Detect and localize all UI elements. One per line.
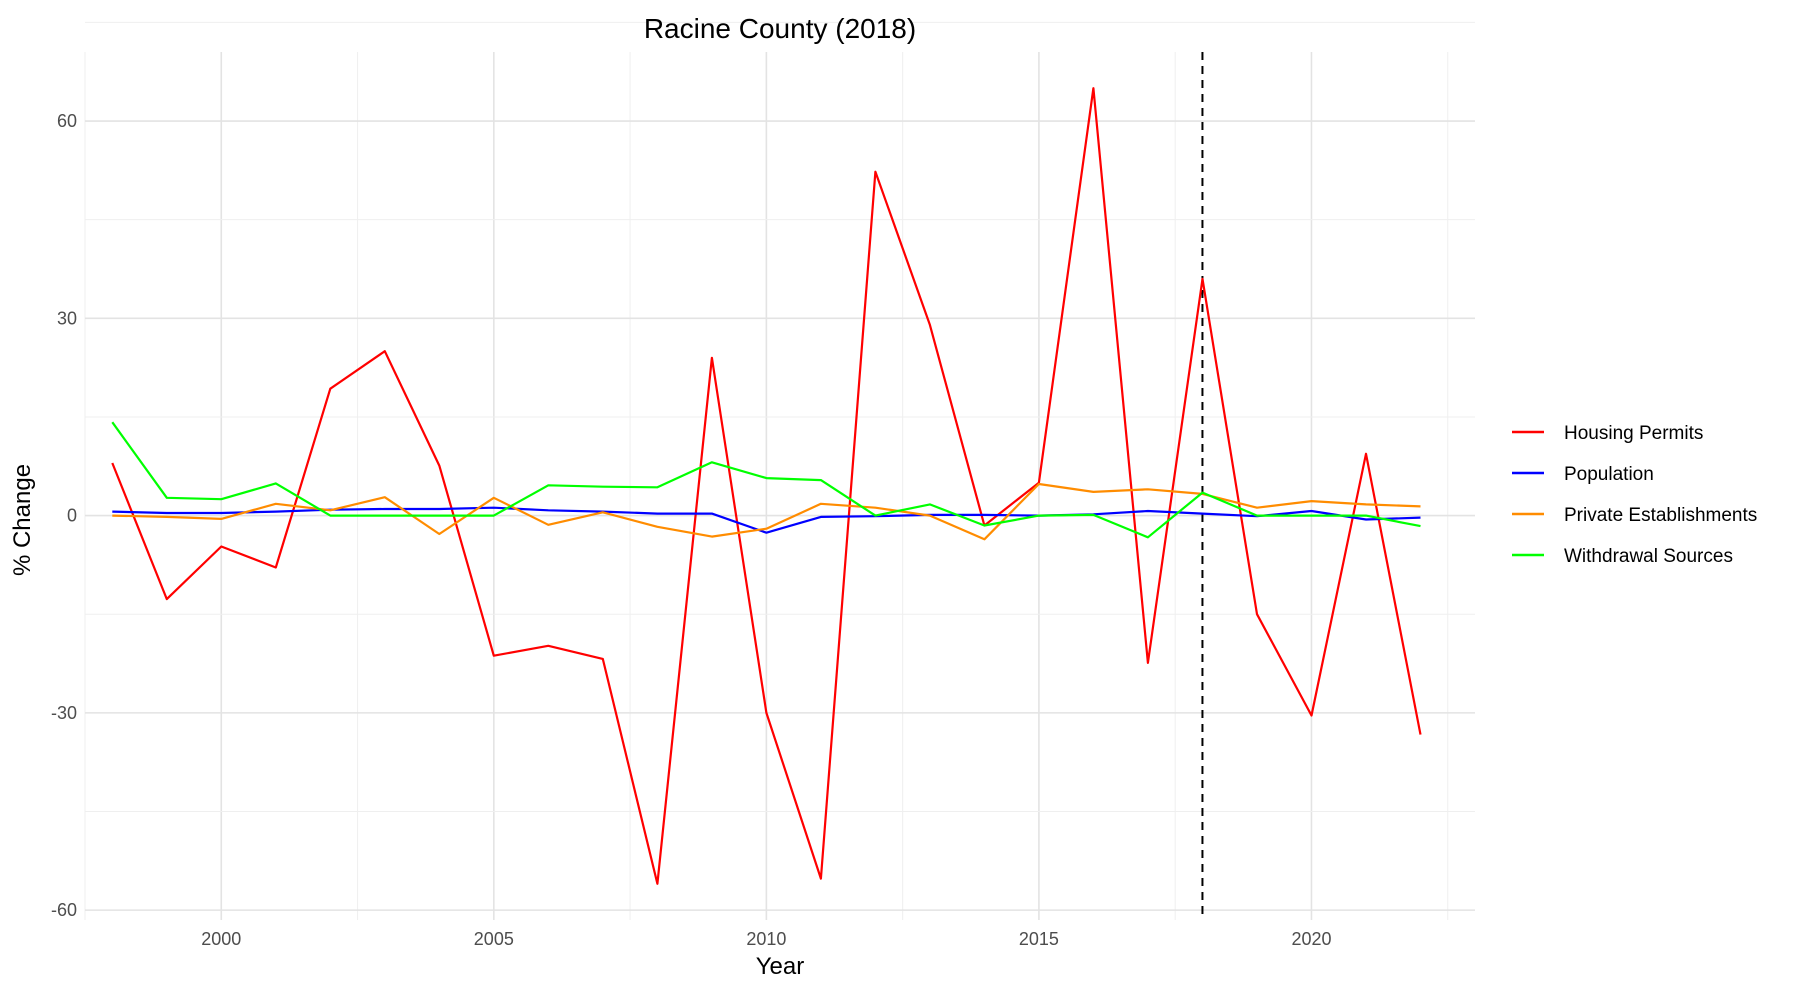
chart-title: Racine County (2018) bbox=[644, 13, 916, 44]
tick-labels: 2000 2005 2010 2015 2020 -60 -30 0 30 60 bbox=[51, 111, 1332, 949]
x-axis-title: Year bbox=[756, 953, 805, 980]
series-line-housing-permits bbox=[111, 87, 1422, 885]
x-tick-label: 2010 bbox=[746, 929, 786, 949]
legend: Housing Permits Population Private Establi… bbox=[1512, 423, 1757, 567]
legend-label-private-establishments: Private Establishments bbox=[1564, 505, 1757, 526]
y-tick-label: 30 bbox=[57, 308, 77, 328]
grid bbox=[84, 21, 1475, 920]
x-tick-label: 2005 bbox=[474, 929, 514, 949]
x-tick-label: 2020 bbox=[1291, 929, 1331, 949]
y-tick-label: 0 bbox=[67, 506, 77, 526]
legend-label-population: Population bbox=[1564, 464, 1654, 485]
series-line-withdrawal-sources bbox=[111, 421, 1421, 539]
series-layer bbox=[111, 87, 1422, 885]
legend-label-withdrawal-sources: Withdrawal Sources bbox=[1564, 546, 1733, 567]
x-tick-label: 2015 bbox=[1019, 929, 1059, 949]
x-tick-label: 2000 bbox=[201, 929, 241, 949]
legend-label-housing-permits: Housing Permits bbox=[1564, 423, 1703, 444]
y-tick-label: -30 bbox=[51, 703, 77, 723]
y-axis-title: % Change bbox=[9, 464, 36, 576]
y-tick-label: 60 bbox=[57, 111, 77, 131]
y-tick-label: -60 bbox=[51, 900, 77, 920]
